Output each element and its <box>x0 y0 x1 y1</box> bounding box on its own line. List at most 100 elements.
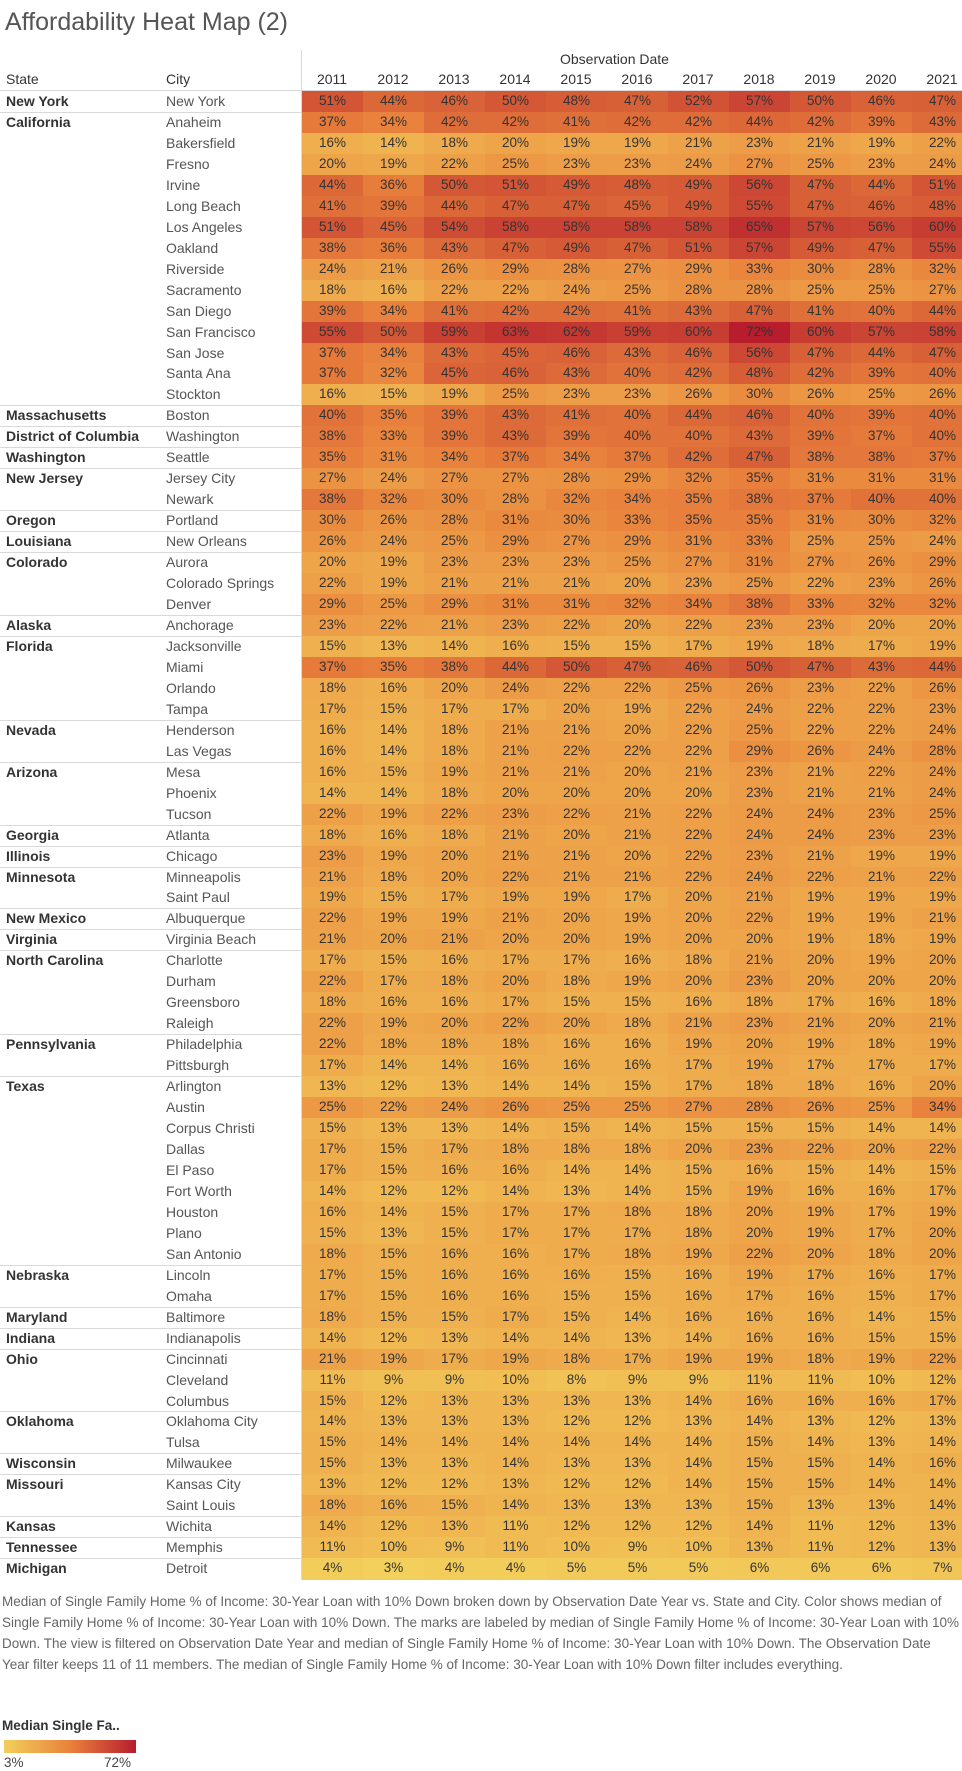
legend-color-bar <box>4 1740 136 1753</box>
heatmap-cell: 37% <box>302 111 363 134</box>
state-separator <box>0 1474 301 1475</box>
heatmap-cell: 23% <box>424 552 485 574</box>
heatmap-cell: 47% <box>607 91 668 113</box>
heatmap-cell: 23% <box>668 573 729 595</box>
heatmap-cell: 63% <box>485 321 546 343</box>
heatmap-cell: 14% <box>546 1432 607 1454</box>
heatmap-cell: 19% <box>546 887 607 909</box>
heatmap-cell: 20% <box>424 866 485 888</box>
state-label: Ohio <box>6 1350 38 1367</box>
heatmap-cell: 31% <box>851 468 912 490</box>
heatmap-cell: 39% <box>851 405 912 427</box>
heatmap-cell: 27% <box>424 468 485 490</box>
heatmap-cell: 32% <box>546 489 607 511</box>
heatmap-cell: 15% <box>363 384 424 406</box>
heatmap-cell: 21% <box>729 950 790 972</box>
heatmap-cell: 39% <box>790 426 851 448</box>
heatmap-cell: 10% <box>546 1537 607 1559</box>
heatmap-cell: 13% <box>302 1474 363 1496</box>
heatmap-cell: 16% <box>790 1180 851 1203</box>
heatmap-cell: 14% <box>668 1432 729 1454</box>
heatmap-cell: 18% <box>485 1139 546 1161</box>
heatmap-cell: 17% <box>485 1201 546 1224</box>
heatmap-cell: 21% <box>546 845 607 867</box>
heatmap-cell: 17% <box>912 1285 962 1308</box>
heatmap-cell: 35% <box>363 656 424 679</box>
state-label: New Jersey <box>6 470 84 487</box>
heatmap-cell: 13% <box>668 1495 729 1517</box>
heatmap-cell: 6% <box>729 1558 790 1580</box>
heatmap-cell: 21% <box>302 866 363 888</box>
heatmap-cell: 42% <box>424 111 485 134</box>
heatmap-cell: 21% <box>790 782 851 805</box>
heatmap-cell: 11% <box>302 1369 363 1391</box>
heatmap-cell: 26% <box>302 531 363 553</box>
city-label: Orlando <box>166 679 216 696</box>
heatmap-cell: 28% <box>424 510 485 532</box>
heatmap-cell: 23% <box>912 698 962 721</box>
heatmap-cell: 16% <box>851 1180 912 1203</box>
heatmap-cell: 13% <box>851 1495 912 1517</box>
heatmap-cell: 15% <box>424 1222 485 1245</box>
heatmap-cell: 16% <box>668 1285 729 1308</box>
heatmap-cell: 14% <box>668 1453 729 1475</box>
state-separator <box>0 1076 301 1077</box>
heatmap-cell: 16% <box>424 1285 485 1308</box>
heatmap-cell: 27% <box>302 468 363 490</box>
heatmap-cell: 30% <box>302 510 363 532</box>
heatmap-cell: 20% <box>912 615 962 637</box>
heatmap-cell: 14% <box>729 1516 790 1538</box>
heatmap-cell: 21% <box>485 824 546 847</box>
heatmap-cell: 16% <box>790 1327 851 1350</box>
heatmap-cell: 19% <box>912 635 962 658</box>
heatmap-cell: 24% <box>546 279 607 302</box>
heatmap-cell: 13% <box>607 1390 668 1412</box>
heatmap-cell: 44% <box>424 195 485 218</box>
heatmap-cell: 10% <box>363 1537 424 1559</box>
heatmap-cell: 14% <box>607 1118 668 1140</box>
city-label: Anaheim <box>166 113 222 130</box>
heatmap-cell: 45% <box>485 342 546 364</box>
heatmap-cell: 14% <box>363 1432 424 1454</box>
city-label: Bakersfield <box>166 134 236 151</box>
heatmap-cell: 13% <box>668 1411 729 1433</box>
heatmap-cell: 11% <box>729 1369 790 1391</box>
heatmap-cell: 27% <box>668 552 729 574</box>
heatmap-cell: 40% <box>790 405 851 427</box>
heatmap-cell: 13% <box>485 1390 546 1412</box>
heatmap-cell: 24% <box>485 677 546 700</box>
heatmap-cell: 12% <box>363 1076 424 1098</box>
heatmap-cell: 15% <box>424 1201 485 1224</box>
heatmap-cell: 15% <box>363 887 424 909</box>
heatmap-cell: 59% <box>424 321 485 343</box>
city-label: Phoenix <box>166 784 217 801</box>
heatmap-cell: 49% <box>546 237 607 260</box>
heatmap-cell: 44% <box>729 111 790 134</box>
heatmap-cell: 62% <box>546 321 607 343</box>
heatmap-cell: 21% <box>302 1348 363 1371</box>
heatmap-cell: 9% <box>607 1369 668 1391</box>
heatmap-cell: 24% <box>912 782 962 805</box>
state-label: Alaska <box>6 617 52 633</box>
heatmap-cell: 50% <box>729 656 790 679</box>
state-label: Maryland <box>6 1308 68 1325</box>
heatmap-cell: 40% <box>851 300 912 323</box>
heatmap-cell: 20% <box>912 1243 962 1266</box>
heatmap-cell: 18% <box>607 1201 668 1224</box>
heatmap-cell: 21% <box>485 845 546 867</box>
state-separator <box>0 1453 301 1454</box>
heatmap-cell: 13% <box>546 1453 607 1475</box>
heatmap-cell: 15% <box>607 992 668 1014</box>
city-label: San Antonio <box>166 1245 242 1262</box>
heatmap-cell: 27% <box>546 531 607 553</box>
heatmap-cell: 18% <box>424 824 485 847</box>
heatmap-cell: 14% <box>729 1411 790 1433</box>
heatmap-cell: 57% <box>729 237 790 260</box>
heatmap-cell: 18% <box>302 1495 363 1517</box>
heatmap-cell: 46% <box>851 195 912 218</box>
heatmap-cell: 20% <box>607 573 668 595</box>
heatmap-cell: 12% <box>851 1411 912 1433</box>
heatmap-cell: 13% <box>424 1453 485 1475</box>
heatmap-cell: 51% <box>302 216 363 239</box>
heatmap-cell: 22% <box>668 845 729 867</box>
